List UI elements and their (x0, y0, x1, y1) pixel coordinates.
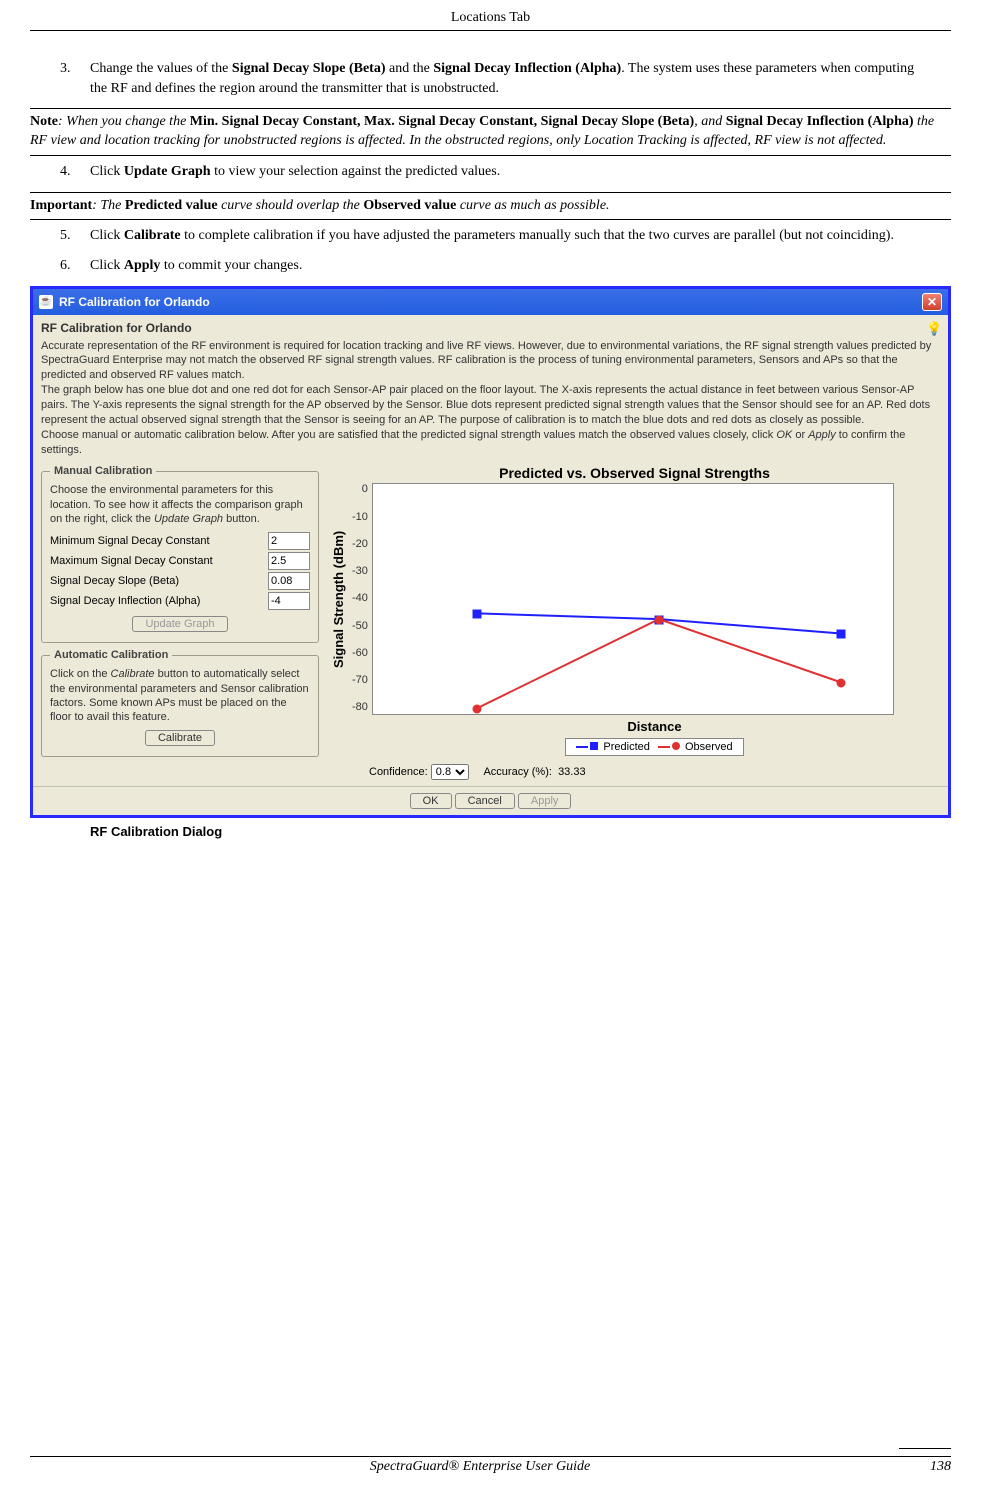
step-num: 4. (60, 162, 90, 182)
note-lead: Note (30, 114, 58, 129)
ok-button[interactable]: OK (410, 793, 452, 809)
predicted-swatch-icon (590, 742, 598, 750)
step-num: 3. (60, 59, 90, 79)
y-axis-label: Signal Strength (dBm) (329, 483, 348, 715)
chart-title: Predicted vs. Observed Signal Strengths (329, 465, 940, 481)
panel-legend: Manual Calibration (50, 465, 156, 477)
predicted-point (836, 629, 845, 638)
min-decay-input[interactable] (268, 532, 310, 550)
step-text: Change the values of the Signal Decay Sl… (90, 61, 914, 96)
alpha-input[interactable] (268, 592, 310, 610)
figure-caption: RF Calibration Dialog (90, 824, 951, 839)
confidence-select[interactable]: 0.8 (431, 764, 469, 780)
beta-input[interactable] (268, 572, 310, 590)
param-label: Signal Decay Inflection (Alpha) (50, 595, 268, 607)
observed-point (654, 615, 663, 624)
calibrate-button[interactable]: Calibrate (145, 730, 215, 746)
param-label: Minimum Signal Decay Constant (50, 535, 268, 547)
confidence-row: Confidence: 0.8 Accuracy (%): 33.33 (369, 764, 940, 780)
observed-point (472, 704, 481, 713)
window-title: RF Calibration for Orlando (59, 295, 210, 309)
important-lead: Important (30, 198, 92, 213)
manual-intro: Choose the environmental parameters for … (50, 483, 310, 526)
page-header: Locations Tab (30, 10, 951, 31)
chart-legend: Predicted Observed (565, 738, 743, 756)
param-label: Maximum Signal Decay Constant (50, 555, 268, 567)
panel-legend: Automatic Calibration (50, 649, 172, 661)
java-icon: ☕ (39, 295, 53, 309)
step-text: Click Calibrate to complete calibration … (90, 228, 894, 243)
param-min-decay: Minimum Signal Decay Constant (50, 532, 310, 550)
update-graph-button[interactable]: Update Graph (132, 616, 227, 632)
predicted-point (472, 609, 481, 618)
note-box-1: Note: When you change the Min. Signal De… (30, 108, 951, 156)
manual-calibration-panel: Manual Calibration Choose the environmen… (41, 465, 319, 643)
step-3: 3.Change the values of the Signal Decay … (90, 59, 921, 98)
max-decay-input[interactable] (268, 552, 310, 570)
rf-calibration-dialog: ☕ RF Calibration for Orlando ✕ 💡 RF Cali… (30, 286, 951, 819)
param-alpha: Signal Decay Inflection (Alpha) (50, 592, 310, 610)
footer-product: SpectraGuard® Enterprise User Guide (30, 1459, 930, 1475)
chart-panel: Predicted vs. Observed Signal Strengths … (319, 465, 940, 780)
page-footer: SpectraGuard® Enterprise User Guide 138 (30, 1456, 951, 1475)
param-max-decay: Maximum Signal Decay Constant (50, 552, 310, 570)
x-axis-label: Distance (369, 719, 940, 734)
dialog-subtitle: RF Calibration for Orlando (41, 321, 940, 335)
titlebar[interactable]: ☕ RF Calibration for Orlando ✕ (33, 289, 948, 315)
step-num: 6. (60, 256, 90, 276)
important-box: Important: The Predicted value curve sho… (30, 192, 951, 221)
info-icon[interactable]: 💡 (926, 321, 940, 335)
step-text: Click Update Graph to view your selectio… (90, 164, 500, 179)
step-4: 4.Click Update Graph to view your select… (90, 162, 921, 182)
close-icon[interactable]: ✕ (922, 293, 942, 311)
footer-page: 138 (930, 1459, 951, 1475)
automatic-calibration-panel: Automatic Calibration Click on the Calib… (41, 649, 319, 757)
accuracy-value: 33.33 (558, 766, 586, 778)
apply-button[interactable]: Apply (518, 793, 572, 809)
param-label: Signal Decay Slope (Beta) (50, 575, 268, 587)
chart-plot-area (372, 483, 894, 715)
step-6: 6.Click Apply to commit your changes. (90, 256, 921, 276)
observed-point (836, 678, 845, 687)
cancel-button[interactable]: Cancel (455, 793, 515, 809)
observed-swatch-icon (672, 742, 680, 750)
y-axis-ticks: 0 -10 -20 -30 -40 -50 -60 -70 -80 (348, 483, 372, 713)
step-num: 5. (60, 226, 90, 246)
dialog-description: Accurate representation of the RF enviro… (41, 339, 940, 458)
step-text: Click Apply to commit your changes. (90, 258, 302, 273)
step-5: 5.Click Calibrate to complete calibratio… (90, 226, 921, 246)
param-beta: Signal Decay Slope (Beta) (50, 572, 310, 590)
auto-intro: Click on the Calibrate button to automat… (50, 667, 310, 724)
dialog-button-bar: OK Cancel Apply (33, 786, 948, 815)
